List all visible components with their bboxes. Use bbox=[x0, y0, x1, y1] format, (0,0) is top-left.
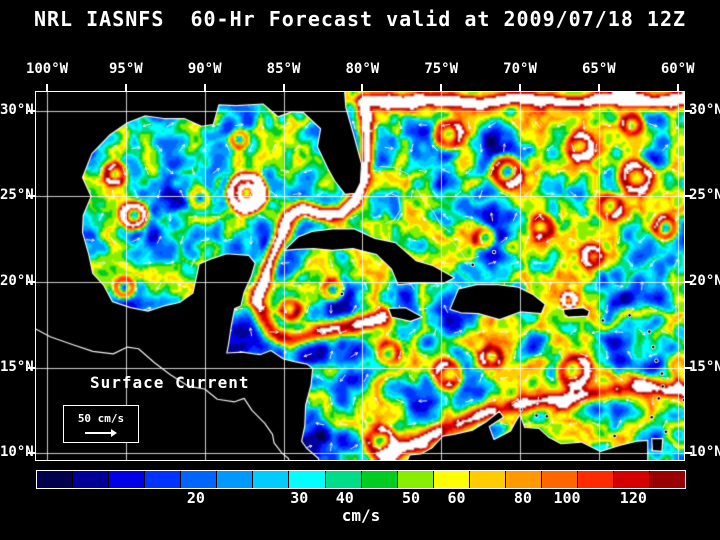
lat-tick-mark bbox=[28, 109, 35, 112]
colorbar-tick-label: 40 bbox=[335, 489, 354, 507]
lon-tick-mark bbox=[282, 84, 285, 91]
lon-tick-label: 70°W bbox=[503, 61, 537, 77]
colorbar-cell bbox=[288, 471, 325, 488]
colorbar-cell bbox=[504, 471, 541, 488]
lon-tick-mark bbox=[440, 84, 443, 91]
scale-arrow-label: 50 cm/s bbox=[77, 411, 125, 425]
colorbar-cell bbox=[576, 471, 613, 488]
lat-tick-label: 15°N bbox=[689, 358, 720, 375]
lat-tick-mark bbox=[685, 109, 692, 112]
lat-tick-label: 25°N bbox=[689, 187, 720, 204]
lat-tick-label: 30°N bbox=[689, 101, 720, 118]
lon-tick-label: 95°W bbox=[109, 61, 143, 77]
colorbar-cell bbox=[396, 471, 433, 488]
lat-tick-mark bbox=[685, 366, 692, 369]
lat-tick-mark bbox=[685, 280, 692, 283]
colorbar-cell bbox=[108, 471, 145, 488]
lon-tick-mark bbox=[676, 84, 679, 91]
lat-tick-label: 25°N bbox=[0, 187, 34, 204]
colorbar-cell bbox=[37, 471, 73, 488]
colorbar-cell bbox=[180, 471, 217, 488]
lat-tick-label: 10°N bbox=[689, 444, 720, 461]
colorbar-tick-label: 100 bbox=[553, 489, 581, 507]
lat-tick-mark bbox=[28, 366, 35, 369]
colorbar-cell bbox=[468, 471, 505, 488]
lon-tick-label: 80°W bbox=[345, 61, 380, 77]
lat-tick-mark bbox=[685, 452, 692, 455]
colorbar-units-label: cm/s bbox=[341, 506, 381, 525]
lat-tick-mark bbox=[28, 195, 35, 198]
lon-tick-label: 100°W bbox=[25, 61, 69, 77]
colorbar-cell bbox=[432, 471, 469, 488]
colorbar-cell bbox=[324, 471, 361, 488]
current-scale-box: 50 cm/s bbox=[63, 405, 139, 443]
lon-tick-label: 60°W bbox=[660, 61, 695, 77]
lon-tick-mark bbox=[124, 84, 127, 91]
colorbar-cell bbox=[360, 471, 397, 488]
lon-tick-label: 90°W bbox=[187, 61, 222, 77]
colorbar bbox=[36, 470, 686, 489]
colorbar-cell bbox=[72, 471, 109, 488]
colorbar-tick-label: 60 bbox=[447, 489, 466, 507]
colorbar-cell bbox=[540, 471, 577, 488]
lon-tick-mark bbox=[203, 84, 206, 91]
lon-tick-label: 75°W bbox=[424, 61, 459, 77]
lat-tick-label: 30°N bbox=[0, 101, 34, 118]
surface-current-label: Surface Current bbox=[90, 373, 250, 392]
map-frame: Surface Current 50 cm/s bbox=[35, 91, 685, 461]
colorbar-cell bbox=[613, 471, 650, 488]
colorbar-cell bbox=[144, 471, 181, 488]
colorbar-tick-label: 30 bbox=[290, 489, 309, 507]
lon-tick-mark bbox=[361, 84, 364, 91]
colorbar-tick-label: 50 bbox=[402, 489, 421, 507]
lon-tick-label: 85°W bbox=[266, 61, 301, 77]
lat-tick-label: 20°N bbox=[689, 272, 720, 289]
surface-current-map-canvas bbox=[36, 92, 684, 460]
scale-arrow-icon bbox=[85, 428, 117, 437]
scale-arrow-shaft bbox=[85, 431, 111, 434]
colorbar-cell bbox=[252, 471, 289, 488]
lat-tick-mark bbox=[28, 280, 35, 283]
lat-tick-label: 15°N bbox=[0, 358, 34, 375]
colorbar-tick-label: 120 bbox=[619, 489, 647, 507]
lat-tick-label: 20°N bbox=[0, 272, 34, 289]
lat-tick-mark bbox=[685, 195, 692, 198]
lon-tick-mark bbox=[597, 84, 600, 91]
colorbar-tick-label: 20 bbox=[186, 489, 205, 507]
colorbar-cell bbox=[649, 471, 686, 488]
lon-tick-mark bbox=[46, 84, 49, 91]
lat-tick-mark bbox=[28, 452, 35, 455]
lat-tick-label: 10°N bbox=[0, 444, 34, 461]
colorbar-cell bbox=[216, 471, 253, 488]
page-title: NRL IASNFS 60-Hr Forecast valid at 2009/… bbox=[33, 7, 687, 31]
lon-tick-mark bbox=[519, 84, 522, 91]
scale-arrow-head bbox=[111, 428, 117, 437]
lon-tick-label: 65°W bbox=[582, 61, 616, 77]
colorbar-tick-label: 80 bbox=[513, 489, 532, 507]
